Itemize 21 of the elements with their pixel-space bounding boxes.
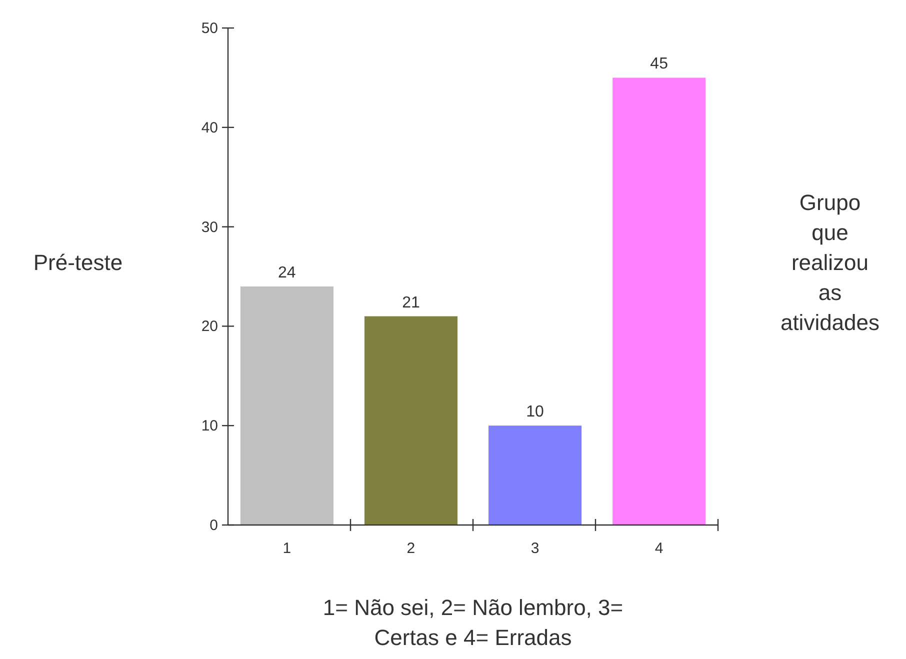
bar	[488, 426, 582, 525]
y-tick-label: 0	[210, 517, 218, 534]
data-label: 10	[526, 404, 544, 421]
x-axis-title: 1= Não sei, 2= Não lembro, 3= Certas e 4= Erradas	[322, 595, 624, 650]
bar	[364, 316, 458, 525]
x-tick-label: 3	[530, 540, 540, 557]
data-label: 24	[278, 264, 296, 282]
x-tick-label: 4	[654, 540, 664, 557]
y-tick-label: 30	[201, 218, 218, 236]
x-tick-label: 2	[406, 540, 416, 557]
text: Grupo que realizou as atividades	[780, 190, 880, 335]
y-tick-label: 40	[201, 119, 218, 136]
bar	[240, 286, 334, 525]
y-tick-label: 50	[201, 20, 218, 37]
y-tick-label: 10	[201, 418, 218, 435]
y-axis-title: Pré-teste	[33, 250, 123, 275]
x-tick-label: 1	[282, 540, 292, 557]
data-label: 21	[402, 294, 420, 312]
y-tick-label: 20	[201, 318, 218, 336]
data-label: 45	[650, 56, 668, 73]
bar	[612, 78, 706, 525]
